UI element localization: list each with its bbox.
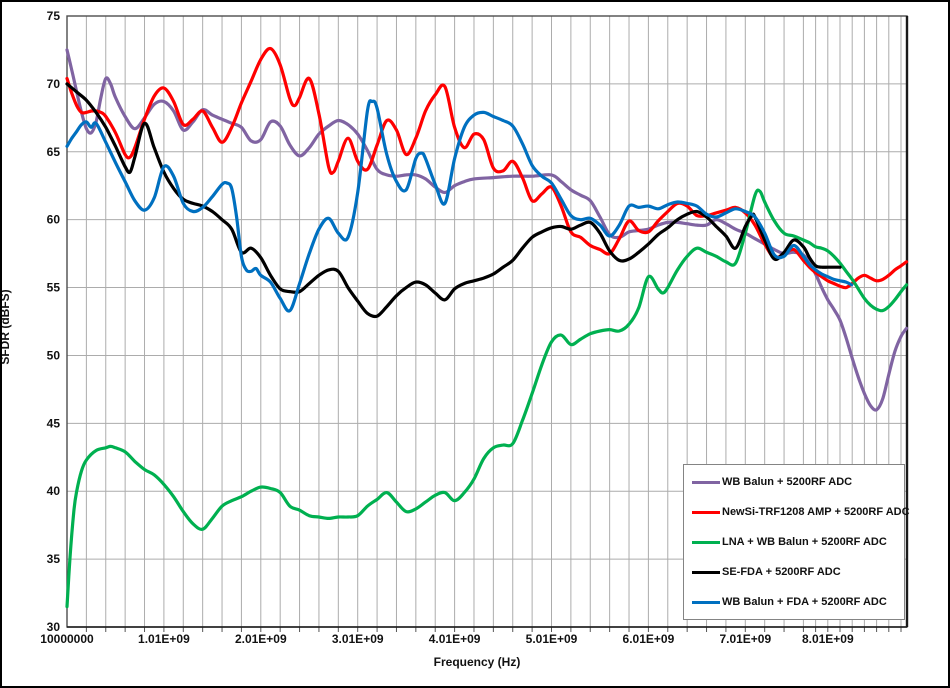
x-tick-label: 6.01E+09 [623, 632, 675, 646]
legend-item-1: WB Balun + 5200RF ADC [684, 469, 904, 495]
legend-line-swatch [692, 570, 720, 574]
x-tick-label: 4.01E+09 [429, 632, 481, 646]
legend: WB Balun + 5200RF ADC NewSi-TRF1208 AMP +… [683, 464, 910, 620]
x-tick-label: 1.01E+09 [138, 632, 190, 646]
legend-line-swatch [692, 540, 720, 544]
legend-label: LNA + WB Balun + 5200RF ADC [722, 536, 887, 548]
legend-line-swatch [692, 510, 720, 514]
legend-line-swatch [692, 480, 720, 484]
y-tick-label: 60 [47, 213, 61, 227]
legend-label: SE-FDA + 5200RF ADC [722, 566, 841, 578]
y-tick-label: 55 [47, 281, 61, 295]
y-tick-label: 30 [47, 620, 61, 634]
y-tick-label: 75 [47, 9, 61, 23]
y-tick-label: 70 [47, 77, 61, 91]
y-tick-label: 35 [47, 552, 61, 566]
legend-label: WB Balun + 5200RF ADC [722, 476, 853, 488]
x-tick-label: 7.01E+09 [719, 632, 771, 646]
legend-item-3: LNA + WB Balun + 5200RF ADC [684, 529, 904, 555]
legend-label: WB Balun + FDA + 5200RF ADC [722, 596, 887, 608]
x-tick-label: 3.01E+09 [332, 632, 384, 646]
y-tick-label: 50 [47, 348, 61, 362]
x-axis-title: Frequency (Hz) [433, 655, 521, 669]
series-line [65, 188, 909, 609]
legend-item-4: SE-FDA + 5200RF ADC [684, 559, 904, 585]
y-tick-label: 65 [47, 145, 61, 159]
x-tick-label: 10000000 [40, 632, 94, 646]
x-tick-label: 5.01E+09 [526, 632, 578, 646]
x-tick-label: 2.01E+09 [235, 632, 287, 646]
legend-item-2: NewSi-TRF1208 AMP + 5200RF ADC [684, 499, 910, 525]
legend-item-5: WB Balun + FDA + 5200RF ADC [684, 589, 904, 615]
legend-line-swatch [692, 600, 720, 604]
y-tick-label: 40 [47, 484, 61, 498]
y-axis-title: SFDR (dBFS) [0, 289, 12, 365]
series-line [65, 82, 842, 319]
legend-label: NewSi-TRF1208 AMP + 5200RF ADC [722, 506, 910, 518]
series-line [65, 99, 854, 313]
y-tick-label: 45 [47, 416, 61, 430]
series-line [65, 46, 909, 290]
x-tick-label: 8.01E+09 [802, 632, 854, 646]
